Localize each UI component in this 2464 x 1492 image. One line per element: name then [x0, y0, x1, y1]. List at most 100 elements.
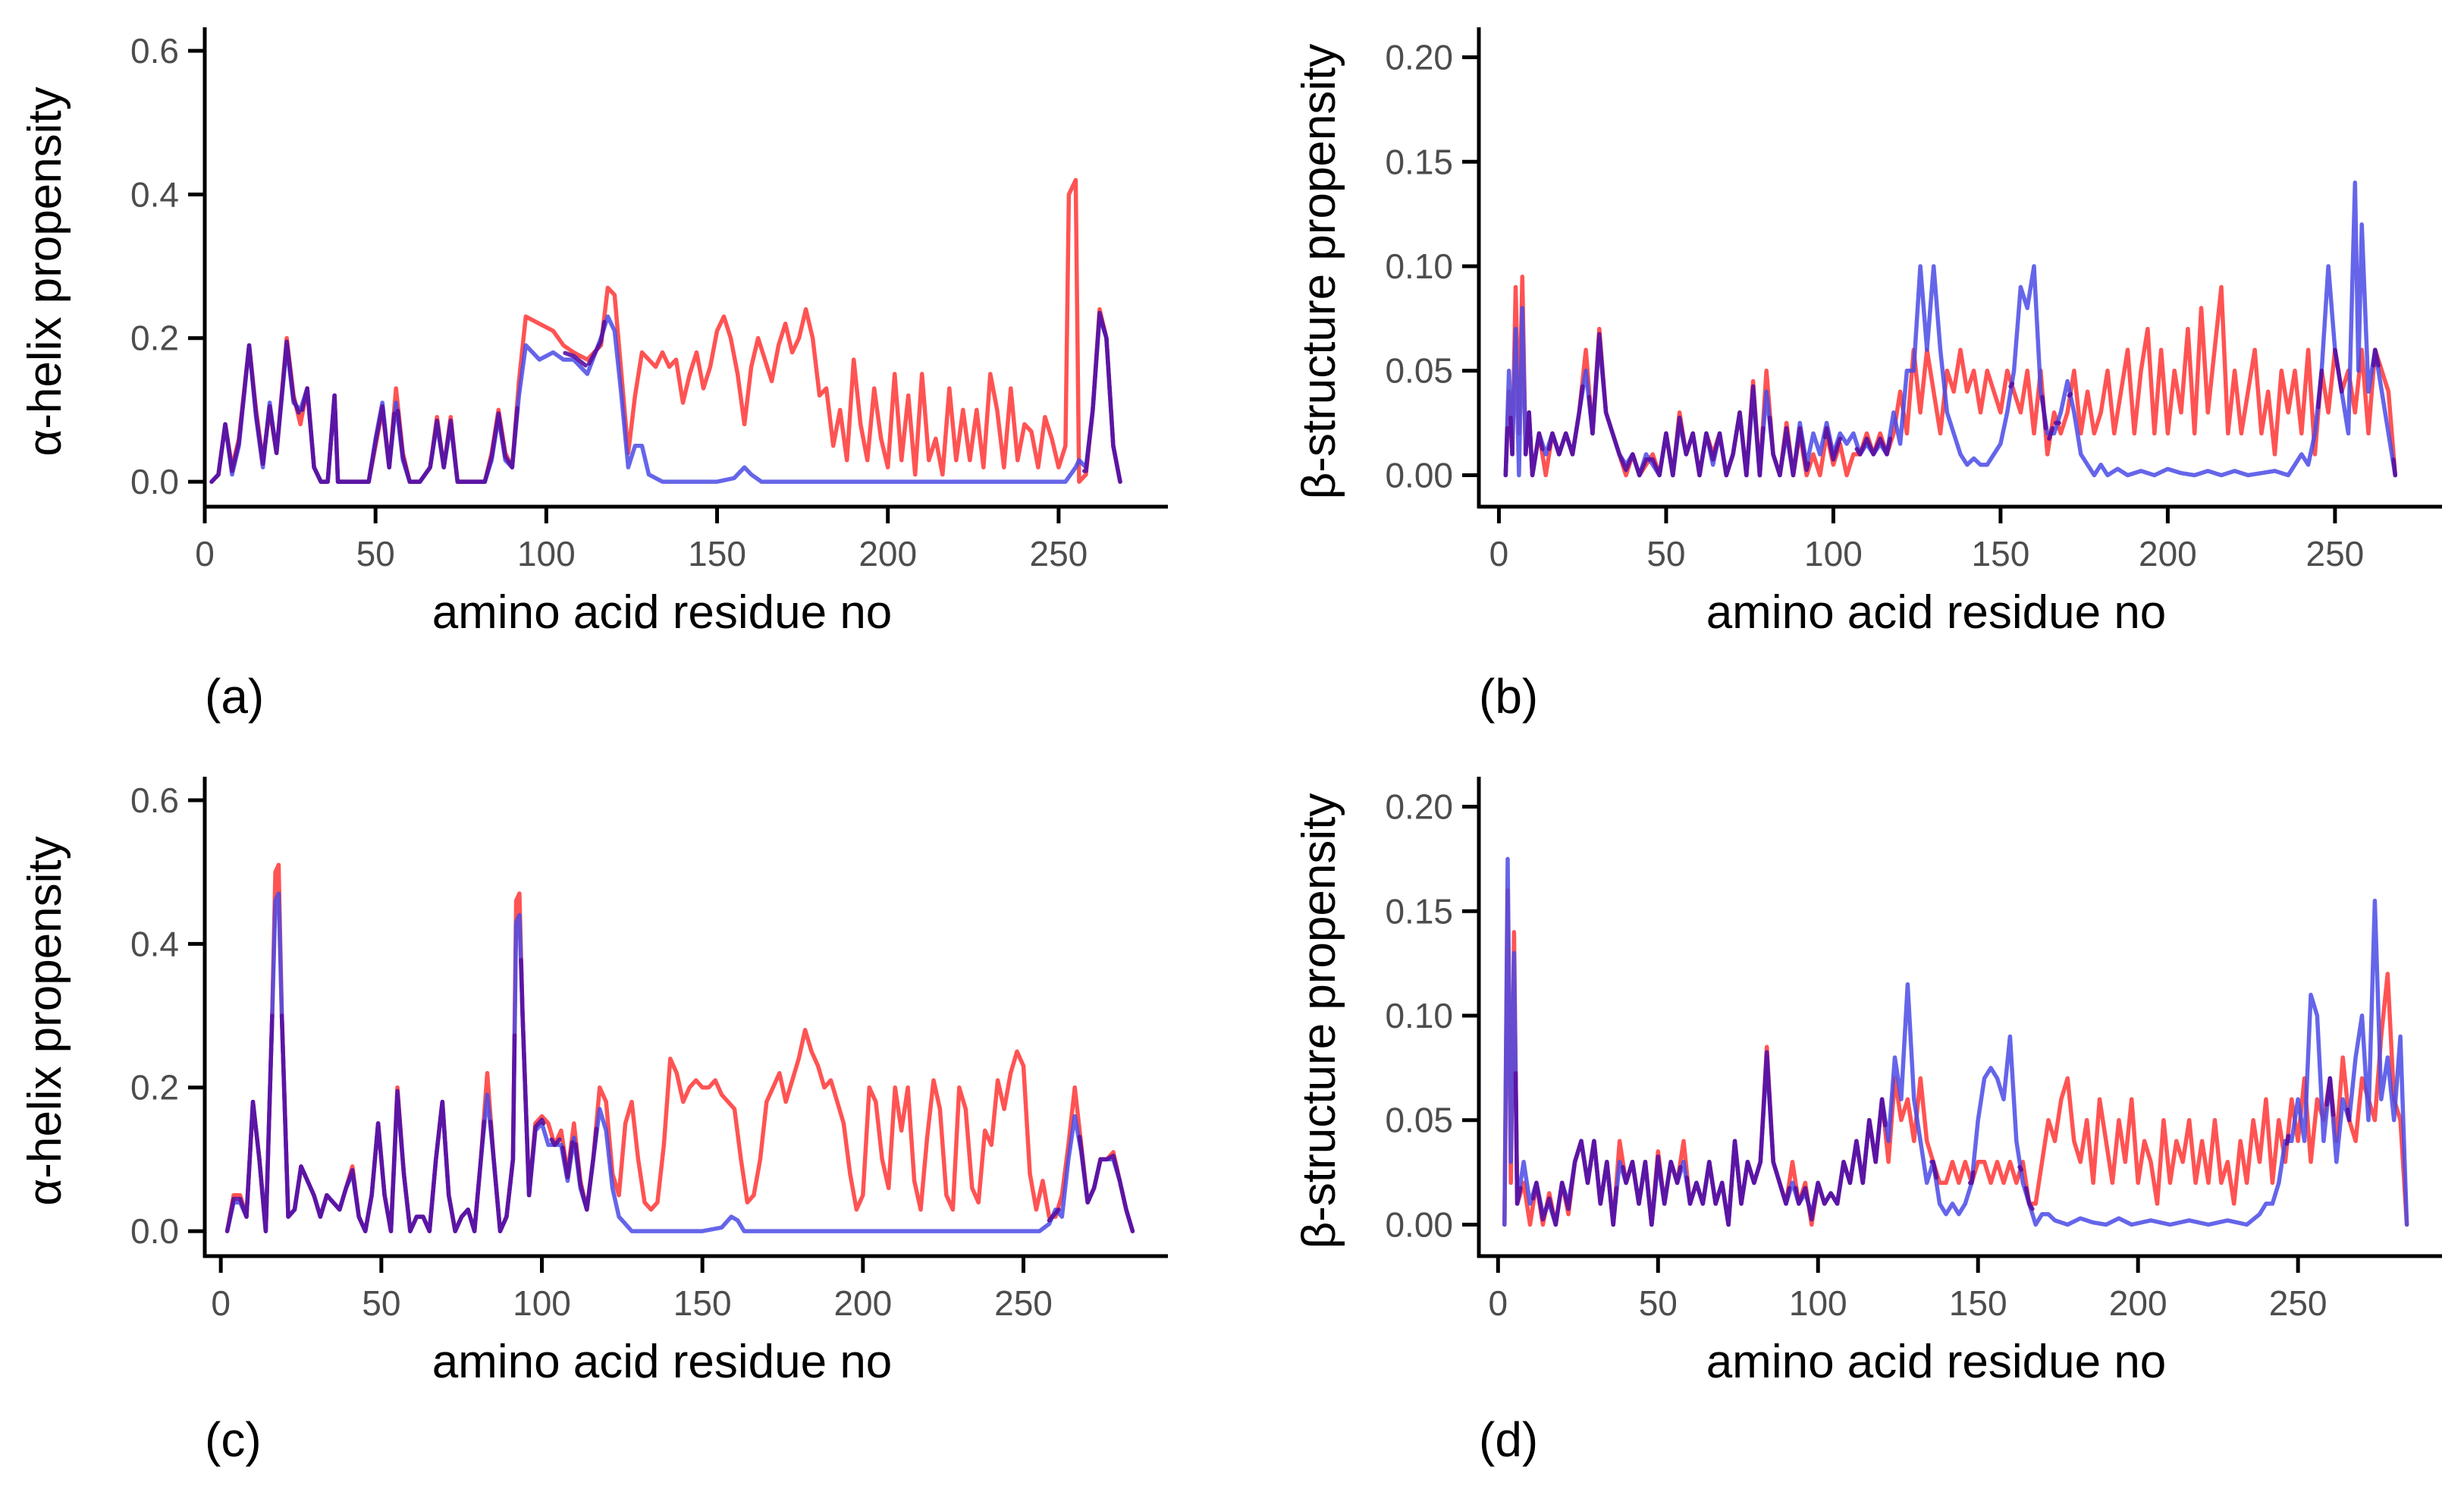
y-tick-label: 0.0 [130, 1211, 179, 1251]
series-overlap-line [1513, 1071, 1523, 1206]
chart-panel-a: 0.0 0.2 0.4 0.6 0 50 100 150 200 250 amino acid re… [19, 27, 1168, 724]
series-overlap-line [2047, 426, 2055, 441]
series-overlap-line [1077, 1135, 1135, 1233]
y-axis-title: α-helix propensity [19, 836, 71, 1205]
series-overlap-line [488, 1033, 517, 1233]
y-axis-title: β-structure propensity [1293, 44, 1345, 500]
series-overlap-line [1081, 310, 1122, 484]
x-tick-label: 100 [513, 1283, 571, 1323]
series-overlap-line [519, 957, 546, 1198]
panel-label: (d) [1479, 1412, 1538, 1467]
panel-label: (b) [1479, 669, 1538, 724]
y-axis-title: α-helix propensity [19, 86, 71, 456]
series-overlap-line [2345, 1107, 2352, 1123]
y-tick-label: 0.15 [1385, 891, 1453, 931]
x-tick-label: 250 [2306, 534, 2365, 573]
series-overlap-line [279, 1013, 487, 1233]
series-line-red [1503, 275, 2398, 478]
series-overlap-line [1684, 1050, 1792, 1227]
series-overlap-line [1546, 384, 1585, 457]
series-overlap-line [1508, 415, 1514, 457]
x-tick-label: 150 [1972, 534, 2030, 573]
series-overlap-line [560, 1140, 575, 1179]
series-overlap-line [1767, 415, 1811, 478]
x-axis-title: amino acid residue no [1706, 586, 2167, 639]
series-line-red [224, 862, 1135, 1233]
x-tick-label: 100 [1804, 534, 1863, 573]
y-tick-label: 0.00 [1385, 1205, 1453, 1244]
series-overlap-line [1793, 1097, 1888, 1222]
x-tick-label: 200 [858, 534, 917, 573]
x-axis-title: amino acid residue no [1706, 1336, 2167, 1388]
series-overlap-line [2316, 368, 2324, 410]
series-overlap-line [2008, 382, 2015, 389]
chart-panel-d: 0.00 0.05 0.10 0.15 0.20 0 50 100 150 200 250 amino… [1293, 777, 2442, 1467]
series-overlap-line [1587, 331, 1766, 478]
x-tick-label: 0 [1489, 534, 1509, 573]
y-tick-label: 0.0 [130, 462, 179, 501]
y-tick-label: 0.2 [130, 1068, 179, 1107]
panel-label: (c) [205, 1412, 262, 1467]
y-tick-label: 0.2 [130, 319, 179, 358]
chart-panel-c: 0.0 0.2 0.4 0.6 0 50 100 150 200 250 amino acid re… [19, 777, 1168, 1467]
y-tick-label: 0.4 [130, 174, 179, 214]
series-overlap-line [2391, 457, 2398, 478]
series-overlap-line [1967, 1170, 1976, 1186]
series-line-blue [224, 891, 1135, 1233]
y-tick-label: 0.6 [130, 31, 179, 71]
series-overlap-line [1929, 1160, 1939, 1180]
x-tick-label: 50 [1646, 534, 1685, 573]
x-tick-label: 200 [833, 1283, 892, 1323]
y-tick-label: 0.10 [1385, 996, 1453, 1035]
series-overlap-line [2023, 1186, 2035, 1211]
x-tick-label: 100 [517, 534, 576, 573]
series-overlap-line [2040, 394, 2048, 431]
y-tick-label: 0.05 [1385, 351, 1453, 391]
x-tick-label: 250 [1030, 534, 1088, 573]
y-tick-label: 0.05 [1385, 1101, 1453, 1140]
x-tick-label: 150 [688, 534, 746, 573]
y-tick-label: 0.20 [1385, 787, 1453, 827]
series-overlap-line [2067, 391, 2073, 398]
series-overlap-line [1047, 1207, 1061, 1223]
series-overlap-line [2333, 347, 2344, 394]
x-axis-title: amino acid residue no [432, 1336, 893, 1388]
series-overlap-line [300, 386, 397, 484]
series-line-red [209, 177, 1122, 484]
series-overlap-line [1503, 426, 1510, 478]
chart-panel-b: 0.00 0.05 0.10 0.15 0.20 0 50 100 150 200 250 amino… [1293, 27, 2442, 724]
series-overlap-line [1621, 1154, 1683, 1227]
panel-label: (a) [205, 669, 264, 724]
x-tick-label: 100 [1789, 1283, 1847, 1323]
x-tick-label: 150 [1949, 1283, 2007, 1323]
x-tick-label: 200 [2139, 534, 2197, 573]
x-tick-label: 50 [362, 1283, 400, 1323]
y-tick-label: 0.15 [1385, 142, 1453, 181]
x-tick-label: 200 [2109, 1283, 2167, 1323]
series-overlap-line [573, 1126, 599, 1212]
series-overlap-line [2284, 1133, 2291, 1146]
series-overlap-line [2324, 1076, 2336, 1117]
x-tick-label: 0 [1489, 1283, 1508, 1323]
x-tick-label: 250 [2269, 1283, 2327, 1323]
series-overlap-line [1822, 426, 1843, 462]
x-tick-label: 150 [673, 1283, 732, 1323]
y-tick-label: 0.4 [130, 924, 179, 963]
series-overlap-line [2017, 1164, 2023, 1172]
series-overlap-line [395, 406, 519, 484]
y-tick-label: 0.00 [1385, 455, 1453, 495]
x-tick-label: 50 [356, 534, 395, 573]
series-overlap-line [209, 339, 301, 484]
series-line-red [1502, 887, 2409, 1227]
x-tick-label: 0 [195, 534, 215, 573]
series-overlap-line [1530, 1139, 1619, 1227]
x-tick-label: 0 [211, 1283, 231, 1323]
series-overlap-line [2371, 347, 2381, 368]
y-axis-title: β-structure propensity [1293, 793, 1345, 1249]
y-tick-label: 0.10 [1385, 247, 1453, 286]
x-tick-label: 50 [1639, 1283, 1678, 1323]
x-tick-label: 250 [994, 1283, 1053, 1323]
y-tick-label: 0.20 [1385, 38, 1453, 77]
y-tick-label: 0.6 [130, 781, 179, 820]
series-overlap-line [224, 1013, 275, 1233]
